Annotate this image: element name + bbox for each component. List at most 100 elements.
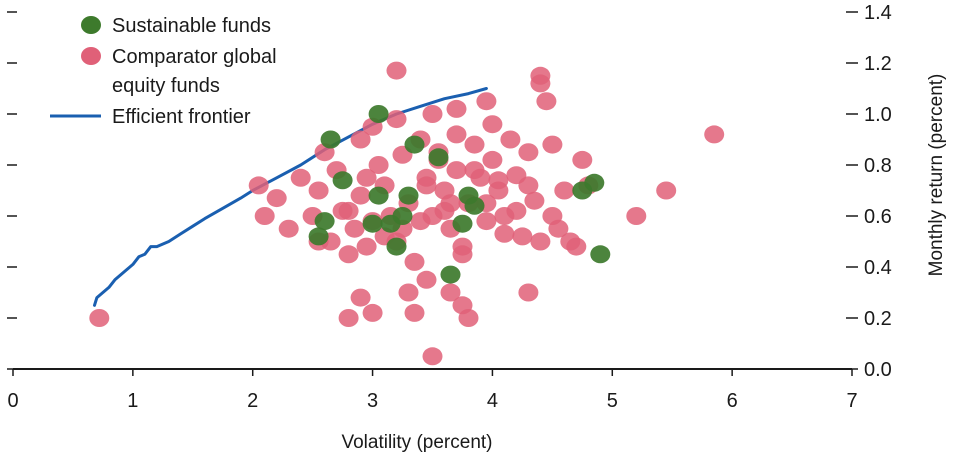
sustainable-fund-point	[368, 186, 389, 205]
comparator-fund-point	[512, 227, 533, 246]
comparator-fund-point	[536, 92, 557, 111]
axes: 0 1 2 3 4 5 6 7 0.0 0.2 0.4 0.6 0.8 1.0 1.2 1.4 Volati…	[7, 2, 947, 453]
comparator-fund-point	[290, 168, 311, 187]
y-tick-label: 0.2	[864, 308, 892, 330]
sustainable-fund-point	[320, 130, 341, 149]
sustainable-fund-point	[584, 173, 605, 192]
comparator-fund-point	[368, 156, 389, 174]
sustainable-fund-point	[404, 135, 425, 154]
comparator-fund-point	[452, 237, 473, 256]
y-tick-label: 0.0	[864, 359, 892, 381]
comparator-fund-point	[506, 201, 527, 220]
x-tick-label: 1	[127, 390, 138, 412]
x-axis-ticks: 0 1 2 3 4 5 6 7	[7, 369, 858, 412]
x-tick-label: 4	[487, 390, 498, 412]
comparator-fund-point	[338, 201, 359, 220]
comparator-fund-point	[482, 150, 503, 169]
comparator-fund-point	[254, 207, 275, 225]
comparator-fund-point	[422, 105, 443, 123]
sustainable-fund-point	[368, 105, 389, 123]
comparator-fund-point	[464, 135, 485, 154]
comparator-fund-point	[542, 207, 563, 225]
comparator-fund-point	[248, 176, 269, 195]
sustainable-fund-point	[362, 214, 383, 233]
comparator-points-layer	[89, 61, 725, 366]
x-tick-label: 0	[7, 390, 18, 412]
comparator-fund-point	[554, 181, 575, 200]
sustainable-fund-point	[398, 186, 419, 205]
comparator-fund-point	[572, 150, 593, 169]
sustainable-fund-point	[392, 207, 413, 225]
comparator-fund-point	[518, 143, 539, 162]
comparator-fund-point	[446, 161, 467, 180]
y-tick-label: 0.4	[864, 257, 892, 279]
sustainable-fund-point	[314, 212, 335, 231]
comparator-fund-point	[518, 176, 539, 195]
comparator-fund-point	[704, 125, 725, 144]
sustainable-points-layer	[308, 105, 611, 284]
comparator-fund-point	[440, 194, 461, 213]
comparator-fund-point	[458, 309, 479, 327]
comparator-fund-point	[446, 125, 467, 144]
comparator-fund-point	[530, 66, 551, 85]
comparator-fund-point	[416, 176, 437, 195]
comparator-fund-point	[338, 309, 359, 327]
y-axis-title: Monthly return (percent)	[926, 74, 947, 277]
sustainable-fund-point	[308, 227, 329, 246]
y-tick-label: 0.8	[864, 155, 892, 177]
comparator-fund-point	[494, 224, 515, 243]
legend-comparator-label-line1: Comparator global	[112, 46, 277, 68]
comparator-fund-point	[482, 115, 503, 134]
comparator-fund-point	[338, 245, 359, 264]
comparator-fund-point	[410, 212, 431, 231]
comparator-fund-point	[356, 168, 377, 187]
x-tick-label: 7	[846, 390, 857, 412]
comparator-fund-point	[500, 130, 521, 149]
y-axis-ticks: 0.0 0.2 0.4 0.6 0.8 1.0 1.2 1.4	[846, 2, 892, 381]
comparator-fund-point	[350, 130, 371, 149]
sustainable-fund-point	[464, 196, 485, 215]
comparator-fund-point	[518, 283, 539, 302]
y-tick-label: 1.4	[864, 2, 892, 24]
legend-comparator-marker	[81, 47, 101, 65]
comparator-fund-point	[476, 212, 497, 231]
comparator-fund-point	[530, 232, 551, 251]
comparator-fund-point	[524, 191, 545, 210]
comparator-fund-point	[476, 92, 497, 111]
comparator-fund-point	[488, 171, 509, 190]
comparator-fund-point	[278, 219, 299, 238]
comparator-fund-point	[344, 219, 365, 238]
comparator-fund-point	[464, 161, 485, 180]
legend-sustainable-label: Sustainable funds	[112, 15, 271, 37]
sustainable-fund-point	[452, 214, 473, 233]
legend: Sustainable funds Comparator global equity…	[50, 15, 277, 128]
y-tick-label: 1.0	[864, 104, 892, 126]
sustainable-fund-point	[332, 171, 353, 190]
comparator-fund-point	[626, 207, 647, 225]
sustainable-fund-point	[590, 245, 611, 264]
comparator-fund-point	[386, 61, 407, 80]
comparator-fund-point	[416, 270, 437, 289]
sustainable-fund-point	[428, 148, 449, 167]
legend-frontier-label: Efficient frontier	[112, 106, 251, 128]
comparator-fund-point	[422, 347, 443, 366]
comparator-fund-point	[404, 252, 425, 271]
x-tick-label: 3	[367, 390, 378, 412]
comparator-fund-point	[404, 303, 425, 322]
legend-comparator-label-line2: equity funds	[112, 75, 220, 97]
x-tick-label: 2	[247, 390, 258, 412]
comparator-fund-point	[542, 135, 563, 154]
legend-sustainable-marker	[81, 16, 101, 34]
comparator-fund-point	[266, 189, 287, 208]
sustainable-fund-point	[386, 237, 407, 256]
x-tick-label: 6	[727, 390, 738, 412]
y-tick-label: 0.6	[864, 206, 892, 228]
comparator-fund-point	[386, 110, 407, 129]
comparator-fund-point	[560, 232, 581, 251]
comparator-fund-point	[656, 181, 677, 200]
comparator-fund-point	[356, 237, 377, 256]
plot-area	[89, 61, 725, 366]
x-tick-label: 5	[607, 390, 618, 412]
